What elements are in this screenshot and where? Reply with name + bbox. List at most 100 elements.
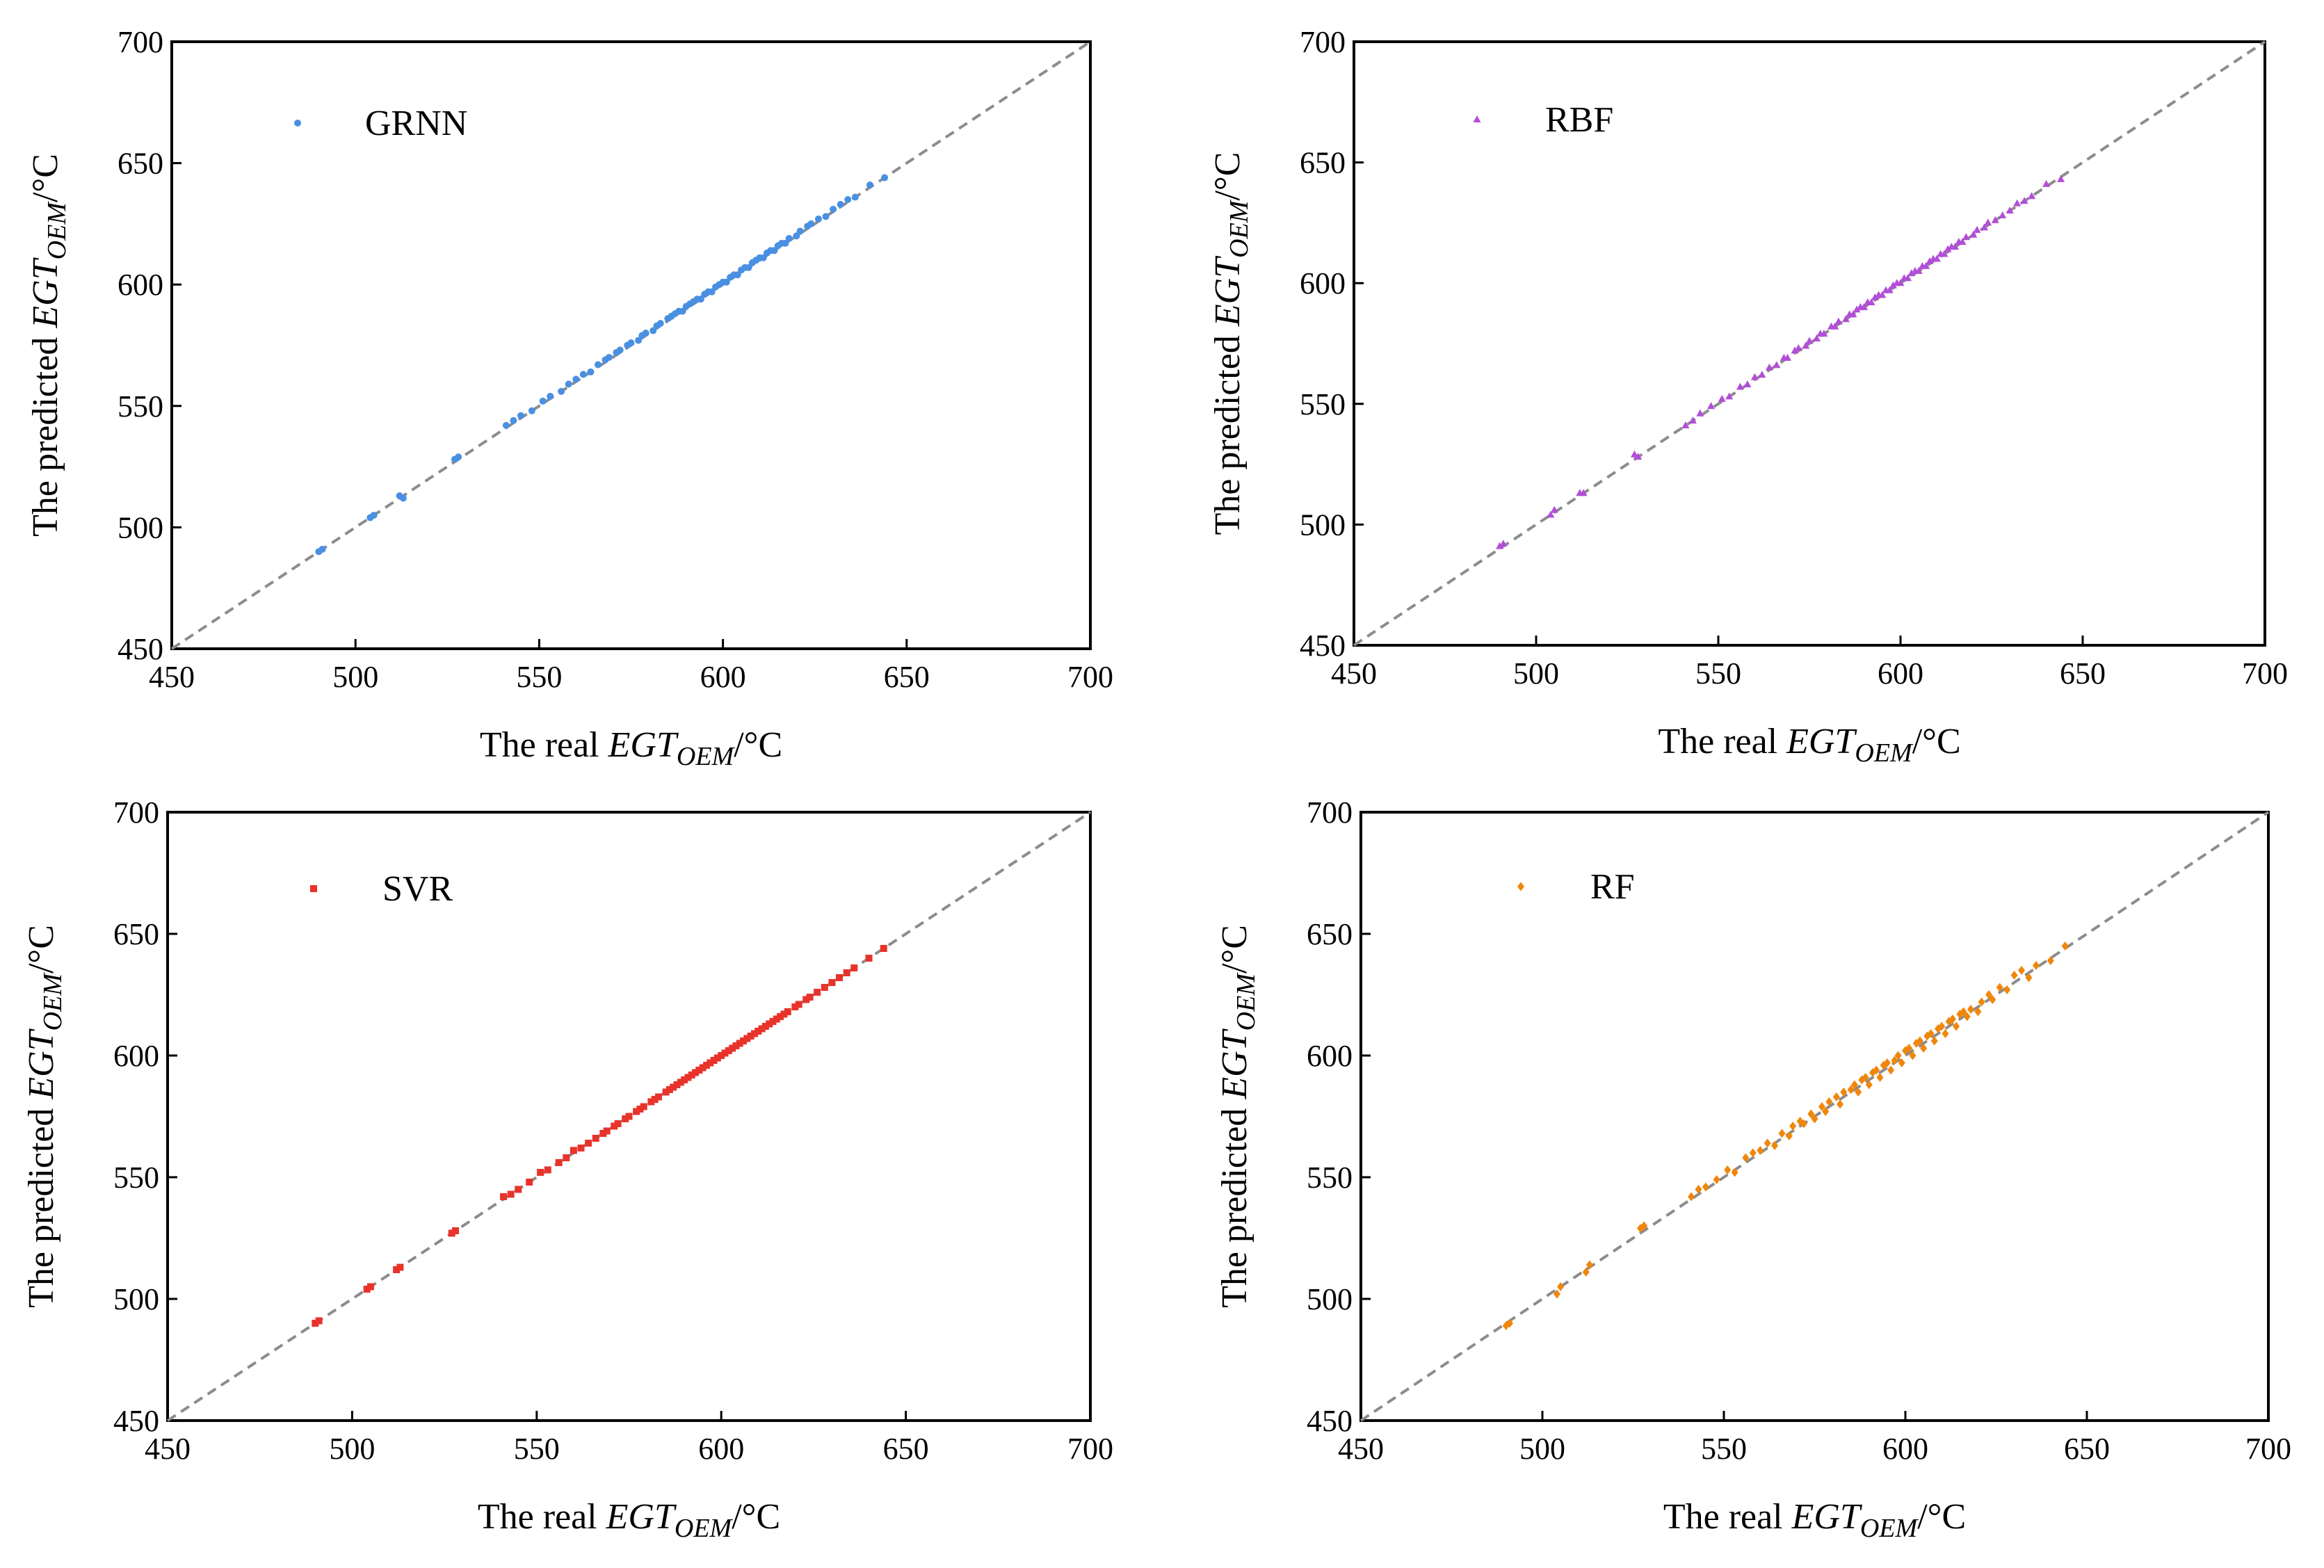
data-point — [1773, 361, 1781, 369]
data-point — [611, 1122, 618, 1130]
chart-rbf: 450 500 550 600 650 700 450 500 550 600 650 700 RBF T… — [1208, 25, 2288, 768]
data-point — [656, 320, 664, 328]
data-point — [1974, 1007, 1982, 1017]
data-point — [784, 1008, 791, 1015]
data-point — [1942, 1029, 1949, 1038]
data-point — [758, 1025, 766, 1033]
data-point — [1960, 1007, 1967, 1017]
data-point — [622, 1115, 629, 1122]
data-point — [836, 974, 844, 981]
data-point — [366, 1283, 374, 1291]
data-point — [635, 337, 643, 344]
data-point — [642, 330, 649, 337]
data-point — [688, 1072, 695, 1078]
data-point — [315, 1317, 323, 1325]
y-tick-label: 700 — [1307, 795, 1353, 830]
data-point — [1855, 1088, 1862, 1097]
data-point — [1818, 1102, 1825, 1111]
data-point — [1771, 1141, 1779, 1150]
legend-label: SVR — [382, 869, 453, 909]
data-point — [662, 1088, 670, 1096]
chart-svr: 450 500 550 600 650 700 450 500 550 600 650 700 SVR T… — [22, 795, 1113, 1543]
x-tick-label: 500 — [332, 660, 378, 694]
data-point — [697, 296, 704, 303]
data-point — [633, 1108, 640, 1115]
data-point — [684, 1074, 692, 1081]
x-axis-title: The real EGTOEM/°C — [480, 725, 782, 771]
data-point — [736, 1040, 743, 1047]
data-point — [627, 339, 635, 347]
x-tick-label: 450 — [1338, 1432, 1384, 1466]
data-point — [1634, 453, 1643, 460]
data-point — [670, 1083, 677, 1091]
x-tick-label: 650 — [2064, 1432, 2110, 1466]
data-point — [721, 1049, 729, 1057]
data-point — [807, 220, 815, 227]
data-point — [1725, 392, 1734, 400]
data-point — [1878, 291, 1887, 298]
y-tick-label: 700 — [113, 795, 159, 830]
data-point — [1951, 243, 1960, 250]
data-point — [761, 1023, 769, 1030]
data-point — [1758, 371, 1766, 378]
data-point — [866, 181, 873, 189]
x-tick-label: 600 — [700, 660, 746, 694]
data-point — [537, 1169, 544, 1176]
data-point — [745, 264, 752, 271]
x-tick-label: 700 — [2245, 1432, 2291, 1466]
data-point — [1585, 1260, 1593, 1270]
data-point — [616, 346, 624, 354]
data-point — [1948, 1015, 1956, 1024]
plot-frame — [166, 811, 1092, 1422]
data-point — [802, 996, 810, 1003]
data-point — [729, 1044, 736, 1052]
data-point — [1916, 1036, 1923, 1046]
data-point — [1785, 1131, 1793, 1140]
data-point — [740, 1037, 748, 1044]
data-point — [2025, 973, 2033, 983]
data-point — [1876, 1073, 1884, 1082]
data-point — [1820, 330, 1828, 337]
data-point — [1989, 995, 1996, 1004]
data-point — [821, 984, 828, 991]
y-tick-label: 450 — [1307, 1404, 1353, 1438]
data-point — [718, 1052, 725, 1059]
data-point — [1963, 1012, 1971, 1021]
data-point — [707, 1059, 714, 1067]
data-point — [1702, 1182, 1709, 1192]
data-point — [1553, 1289, 1560, 1299]
data-point — [793, 232, 800, 240]
data-point — [1840, 1088, 1848, 1097]
data-point — [1841, 315, 1850, 323]
data-point — [1853, 305, 1861, 313]
x-tick-label: 500 — [1513, 656, 1559, 690]
data-point — [699, 1064, 707, 1072]
data-point — [1749, 1148, 1757, 1158]
x-axis-title: The real EGTOEM/°C — [1663, 1497, 1966, 1543]
data-point — [539, 397, 547, 405]
data-point — [1825, 1097, 1833, 1106]
data-point — [830, 205, 837, 213]
y-tick-label: 550 — [1307, 1161, 1353, 1195]
data-point — [791, 1003, 799, 1010]
data-point — [1718, 394, 1726, 402]
x-tick-label: 600 — [1878, 656, 1923, 690]
data-point — [1903, 274, 1912, 282]
data-point — [1984, 218, 1992, 226]
data-point — [393, 1266, 401, 1273]
y-axis-title: The predicted EGTOEM/°C — [26, 154, 72, 537]
data-point — [510, 417, 517, 424]
x-tick-label: 550 — [514, 1432, 560, 1466]
data-point — [1887, 1065, 1895, 1075]
data-point — [2013, 199, 2022, 207]
chart-rf: 450 500 550 600 650 700 450 500 550 600 650 700 RF Th… — [1215, 795, 2291, 1543]
data-point — [1778, 1129, 1786, 1138]
data-point — [579, 371, 587, 378]
data-point — [766, 1020, 773, 1028]
y-tick-label: 500 — [113, 1282, 159, 1316]
data-point — [734, 271, 741, 279]
data-point — [681, 1076, 688, 1083]
data-point — [1743, 380, 1752, 388]
data-point — [1926, 257, 1934, 264]
data-point — [1822, 1107, 1830, 1116]
